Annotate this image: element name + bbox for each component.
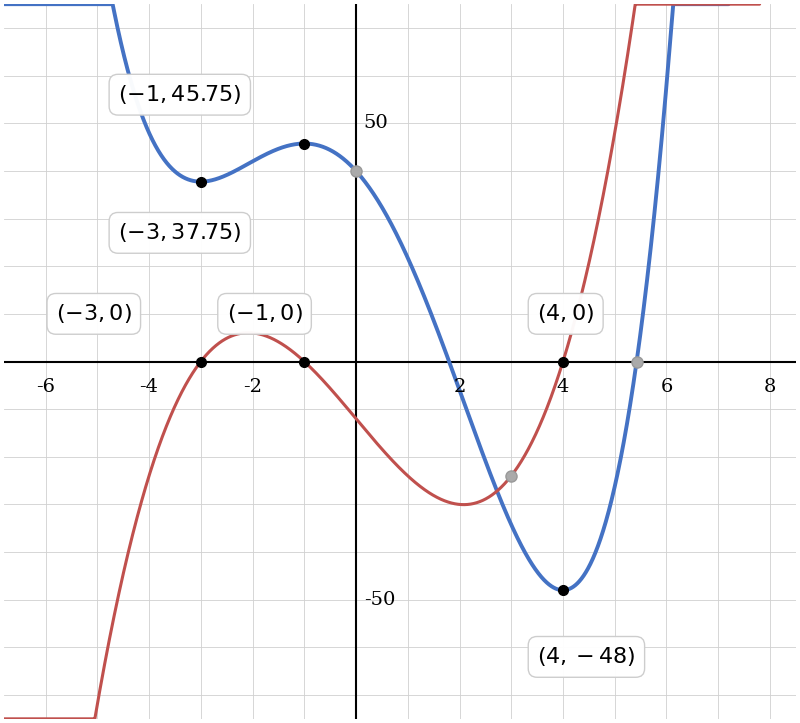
Text: 6: 6 bbox=[660, 378, 673, 396]
Text: 4: 4 bbox=[557, 378, 569, 396]
Text: $(-3, 37.75)$: $(-3, 37.75)$ bbox=[118, 221, 242, 244]
Text: $(-3, 0)$: $(-3, 0)$ bbox=[56, 302, 132, 325]
Text: $(4, -48)$: $(4, -48)$ bbox=[537, 646, 636, 668]
Text: -4: -4 bbox=[139, 378, 158, 396]
Text: 8: 8 bbox=[764, 378, 776, 396]
Text: 50: 50 bbox=[364, 114, 389, 132]
Text: -6: -6 bbox=[36, 378, 55, 396]
Text: $(-1, 0)$: $(-1, 0)$ bbox=[226, 302, 302, 325]
Text: $(-1, 45.75)$: $(-1, 45.75)$ bbox=[118, 83, 242, 106]
Text: -2: -2 bbox=[243, 378, 262, 396]
Text: 2: 2 bbox=[454, 378, 466, 396]
Text: -50: -50 bbox=[364, 591, 395, 609]
Text: $(4, 0)$: $(4, 0)$ bbox=[537, 302, 594, 325]
